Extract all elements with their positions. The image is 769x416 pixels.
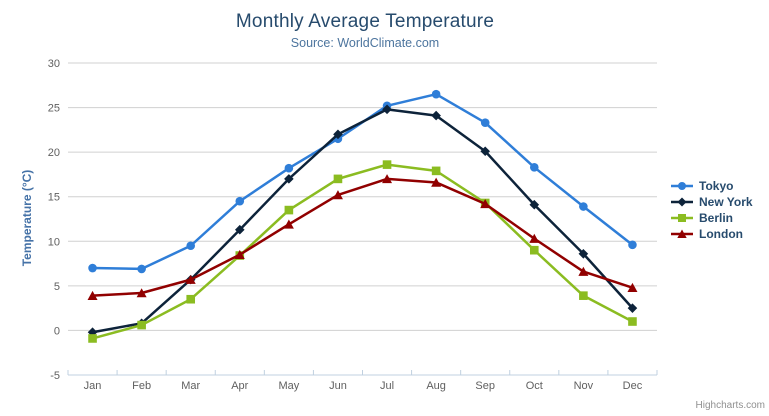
series-line-new-york: [91, 108, 634, 334]
legend-label: London: [699, 227, 743, 241]
legend-item-new-york[interactable]: New York: [670, 194, 753, 210]
data-point-marker[interactable]: [628, 317, 637, 326]
data-point-marker[interactable]: [87, 290, 98, 300]
y-axis-label: 20: [48, 147, 60, 159]
data-point-marker[interactable]: [234, 224, 245, 235]
data-point-marker[interactable]: [480, 118, 490, 128]
data-point-marker[interactable]: [431, 110, 441, 121]
x-axis-label: Sep: [475, 380, 495, 392]
data-point-marker[interactable]: [333, 129, 343, 140]
x-axis-label: Jun: [329, 380, 347, 392]
circle-legend-marker-icon: [671, 182, 693, 190]
legend-item-london[interactable]: London: [670, 226, 753, 242]
data-point-marker[interactable]: [332, 190, 343, 200]
data-point-marker[interactable]: [627, 303, 638, 313]
y-axis-label: 30: [48, 58, 60, 70]
data-point-marker[interactable]: [88, 334, 97, 343]
legend-label: Tokyo: [699, 179, 734, 193]
y-axis-label: 10: [48, 236, 60, 248]
y-axis-label: 25: [48, 103, 60, 115]
data-point-marker[interactable]: [88, 263, 97, 273]
y-axis-label: 5: [54, 281, 60, 293]
x-axis-label: Feb: [132, 380, 151, 392]
data-point-marker[interactable]: [431, 166, 441, 176]
x-axis-label: Dec: [623, 380, 643, 392]
data-point-marker[interactable]: [529, 233, 540, 243]
data-point-marker[interactable]: [136, 288, 147, 298]
data-point-marker[interactable]: [382, 174, 393, 184]
data-point-marker[interactable]: [627, 282, 638, 292]
series-line-berlin: [91, 163, 634, 340]
chart-subtitle: Source: WorldClimate.com: [290, 36, 440, 50]
data-point-marker[interactable]: [284, 163, 294, 173]
x-axis-label: May: [278, 380, 299, 392]
y-axis-label: 0: [54, 325, 60, 337]
credits-link[interactable]: Highcharts.com: [695, 400, 765, 411]
data-point-marker[interactable]: [284, 205, 294, 215]
data-point-marker[interactable]: [431, 89, 441, 99]
data-point-marker[interactable]: [529, 245, 539, 255]
data-point-marker[interactable]: [480, 199, 491, 209]
x-axis-label: Aug: [426, 380, 446, 392]
legend: Tokyo New York Berlin London: [670, 178, 753, 242]
data-point-marker[interactable]: [137, 264, 146, 274]
data-point-marker[interactable]: [235, 196, 245, 206]
data-point-marker[interactable]: [137, 320, 146, 330]
legend-label: New York: [699, 195, 753, 209]
series-line-tokyo: [91, 92, 634, 271]
x-axis-label: Jul: [380, 380, 394, 392]
data-point-marker[interactable]: [578, 266, 589, 276]
x-axis-label: Apr: [231, 380, 248, 392]
data-point-marker[interactable]: [185, 274, 196, 284]
data-point-marker[interactable]: [578, 248, 589, 259]
series-line-london: [91, 177, 634, 297]
legend-label: Berlin: [699, 211, 734, 225]
data-point-marker[interactable]: [283, 219, 294, 229]
data-point-marker[interactable]: [579, 202, 588, 211]
diamond-legend-marker-icon: [671, 197, 693, 207]
x-axis-label: Nov: [574, 380, 594, 392]
square-legend-marker-icon: [671, 214, 693, 222]
data-point-marker[interactable]: [431, 177, 442, 187]
data-point-marker[interactable]: [333, 174, 343, 184]
x-axis-label: Oct: [526, 380, 543, 392]
data-point-marker[interactable]: [529, 199, 540, 210]
y-axis-label: -5: [50, 370, 60, 382]
data-point-marker[interactable]: [628, 240, 637, 250]
triangle-legend-marker-icon: [671, 229, 693, 238]
data-point-marker[interactable]: [579, 291, 588, 300]
legend-item-berlin[interactable]: Berlin: [670, 210, 753, 226]
data-point-marker[interactable]: [382, 104, 392, 115]
chart-title: Monthly Average Temperature: [235, 11, 495, 32]
data-point-marker[interactable]: [234, 249, 245, 259]
data-point-marker[interactable]: [284, 174, 294, 184]
data-point-marker[interactable]: [382, 160, 392, 169]
y-axis-label: 15: [48, 192, 60, 204]
x-axis-label: Jan: [84, 380, 102, 392]
legend-item-tokyo[interactable]: Tokyo: [670, 178, 753, 194]
data-point-marker[interactable]: [480, 146, 491, 157]
data-point-marker[interactable]: [186, 294, 196, 304]
data-point-marker[interactable]: [529, 162, 539, 172]
x-axis-label: Mar: [181, 380, 200, 392]
data-point-marker[interactable]: [186, 241, 196, 251]
